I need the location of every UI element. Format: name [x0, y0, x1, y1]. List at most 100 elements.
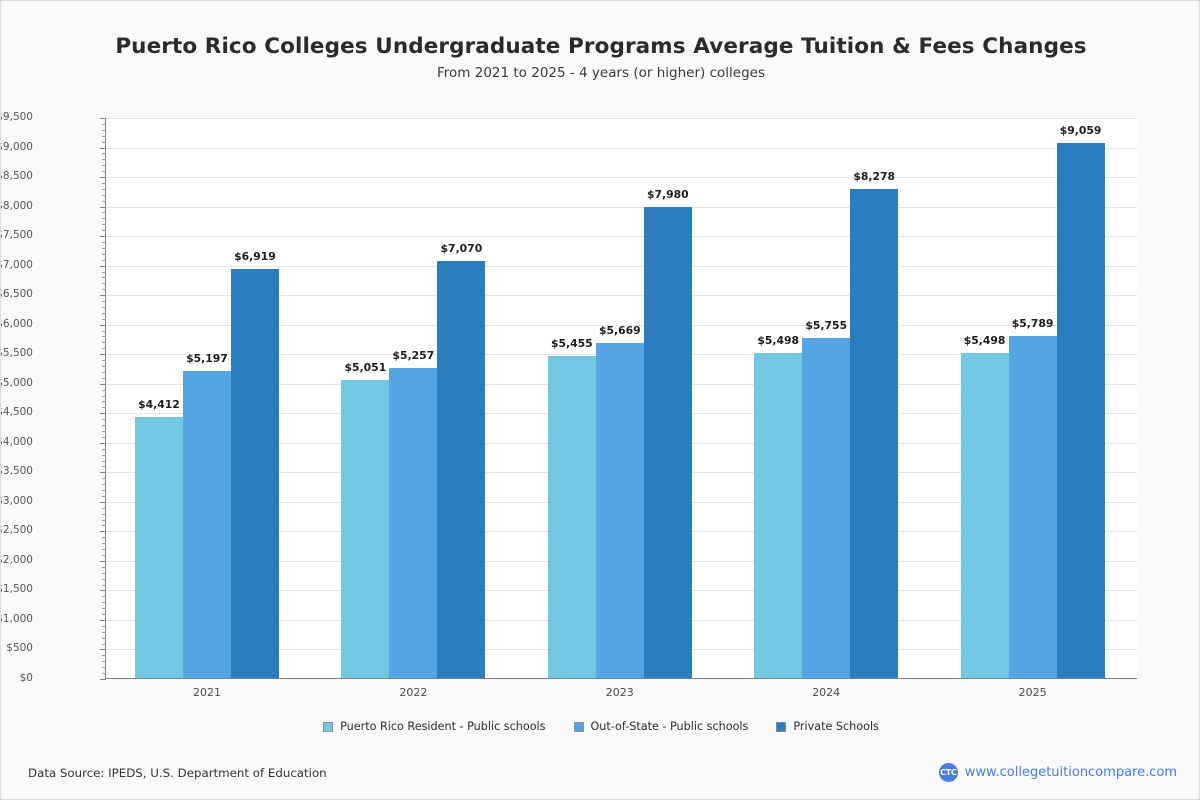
y-axis-label: $5,500 — [1, 347, 33, 360]
x-axis-label: 2021 — [193, 686, 221, 699]
y-tick-major — [100, 383, 106, 385]
y-axis-label: $500 — [6, 642, 33, 655]
bar[interactable] — [802, 338, 851, 678]
y-tick-minor — [102, 608, 106, 610]
y-axis-label: $3,500 — [1, 465, 33, 478]
y-tick-minor — [102, 602, 106, 604]
y-tick-minor — [102, 655, 106, 657]
y-tick-minor — [102, 242, 106, 243]
bar[interactable] — [595, 343, 644, 678]
y-tick-minor — [102, 306, 106, 308]
y-tick-major — [100, 177, 106, 179]
y-tick-major — [100, 619, 106, 621]
y-axis-label: $9,000 — [1, 140, 33, 153]
gridline — [106, 265, 1137, 267]
y-tick-minor — [102, 625, 106, 627]
page-title: Puerto Rico Colleges Undergraduate Progr… — [115, 34, 1087, 59]
y-tick-minor — [102, 407, 106, 409]
bar-group: $5,498 $5,789 $9,059 — [960, 118, 1105, 678]
y-tick-major — [100, 501, 106, 503]
bar[interactable] — [389, 367, 438, 678]
plot-area: $0 $500 $1,000 $1,500 $2,000 $2,500 $3,000 $3,5… — [1, 111, 1137, 699]
y-tick-major — [100, 442, 106, 444]
bar-value-label: $6,919 — [234, 250, 276, 264]
y-tick-minor — [102, 430, 106, 432]
bar[interactable] — [437, 260, 486, 678]
bar-value-label: $5,755 — [805, 319, 848, 333]
y-tick-minor — [102, 448, 106, 450]
bar-value-label: $7,980 — [646, 187, 689, 201]
brand-link[interactable]: CTC www.collegetuitioncompare.com — [938, 763, 1177, 782]
y-tick-minor — [102, 336, 106, 338]
y-tick-minor — [102, 165, 106, 167]
gridline — [106, 324, 1137, 326]
bar-value-label: $9,059 — [1059, 124, 1102, 138]
bar-value-label: $5,257 — [392, 348, 435, 362]
y-axis-label: $1,000 — [1, 612, 33, 625]
y-tick-minor — [102, 360, 106, 362]
bar[interactable] — [850, 189, 899, 678]
bar-value-label: $5,498 — [963, 334, 1006, 348]
y-tick-minor — [102, 519, 106, 521]
y-axis-label: $4,000 — [1, 435, 33, 448]
y-tick-minor — [102, 513, 106, 515]
bar[interactable] — [1056, 143, 1105, 678]
y-tick-minor — [102, 554, 106, 556]
y-tick-minor — [102, 153, 106, 155]
y-axis-label: $3,000 — [1, 494, 33, 507]
y-tick-minor — [102, 366, 106, 368]
y-tick-minor — [102, 182, 106, 184]
bar-group: $5,498 $5,755 $8,278 — [754, 118, 899, 678]
bar[interactable] — [1008, 336, 1057, 678]
bar[interactable] — [135, 417, 183, 678]
y-tick-minor — [102, 188, 106, 190]
y-tick-minor — [102, 301, 106, 303]
x-axis-label: 2024 — [812, 686, 841, 699]
y-tick-minor — [102, 466, 106, 468]
legend-item[interactable]: Out-of-State - Public schools — [573, 720, 748, 733]
bar-value-label: $7,070 — [440, 241, 483, 255]
legend-item[interactable]: Private Schools — [776, 720, 879, 733]
gridline — [106, 206, 1137, 208]
legend-label: Puerto Rico Resident - Public schools — [340, 720, 546, 733]
y-tick-major — [100, 265, 106, 267]
bar[interactable] — [643, 206, 692, 678]
y-tick-minor — [102, 460, 106, 462]
y-tick-minor — [102, 389, 106, 391]
y-tick-minor — [102, 171, 106, 173]
bar-value-label: $8,278 — [853, 170, 896, 184]
bar[interactable] — [231, 269, 279, 678]
legend-item[interactable]: Puerto Rico Resident - Public schools — [323, 720, 546, 733]
bar[interactable] — [341, 379, 390, 678]
y-axis-label: $7,000 — [1, 258, 33, 271]
y-tick-minor — [102, 318, 106, 320]
bar-group: $4,412 $5,197 $6,919 — [135, 118, 279, 678]
gridline — [106, 295, 1137, 297]
y-tick-minor — [102, 454, 106, 456]
y-tick-minor — [102, 253, 106, 255]
y-axis-label: $8,000 — [1, 199, 33, 212]
y-tick-minor — [102, 643, 106, 645]
y-tick-minor — [102, 224, 106, 226]
y-tick-minor — [102, 141, 106, 143]
y-tick-minor — [102, 578, 106, 580]
y-tick-minor — [102, 566, 106, 568]
gridline — [106, 147, 1137, 149]
y-tick-minor — [102, 259, 106, 261]
y-tick-minor — [102, 247, 106, 249]
y-tick-major — [100, 206, 106, 208]
legend-swatch-icon — [573, 721, 584, 732]
y-tick-major — [100, 679, 106, 680]
gridline — [106, 118, 1137, 119]
y-tick-minor — [102, 230, 106, 232]
y-tick-minor — [102, 342, 106, 344]
y-tick-minor — [102, 484, 106, 486]
bar[interactable] — [754, 353, 803, 678]
y-tick-minor — [102, 596, 106, 598]
bar[interactable] — [547, 355, 596, 678]
y-axis-label: $5,000 — [1, 376, 33, 389]
bar[interactable] — [960, 353, 1009, 678]
bar[interactable] — [183, 371, 231, 678]
y-tick-minor — [102, 537, 106, 539]
